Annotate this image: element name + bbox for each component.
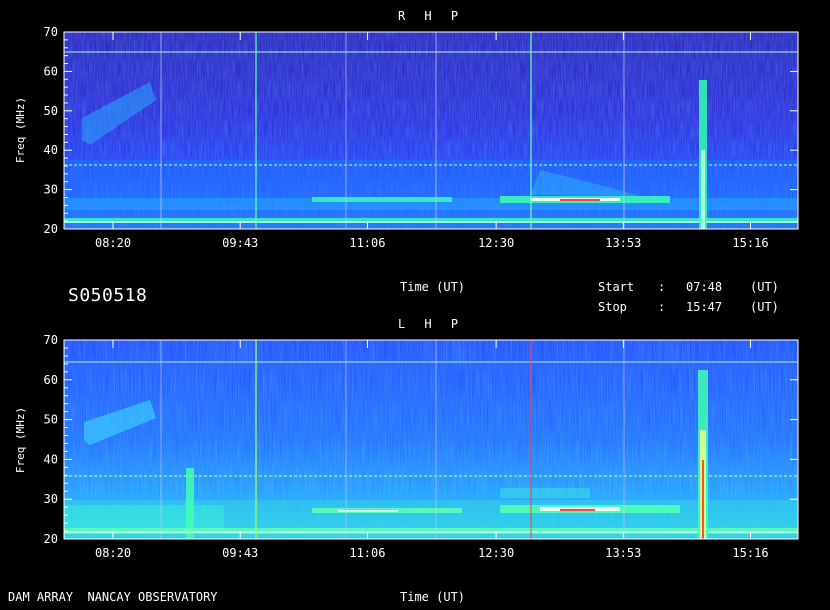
lhp-spectrogram: [64, 340, 798, 539]
x-tick-label: 12:30: [478, 546, 514, 560]
start-label: Start: [598, 280, 635, 294]
x-tick-label: 15:16: [732, 546, 768, 560]
rhp-ylabel: Freq (MHz): [14, 97, 27, 163]
time-axis-label-top: Time (UT): [400, 280, 466, 294]
x-tick-label: 15:16: [732, 236, 768, 250]
x-tick-label: 09:43: [222, 236, 258, 250]
x-tick-label: 13:53: [605, 546, 641, 560]
y-tick-label: 30: [44, 183, 58, 197]
rhp-axis-ticks: 20 30 40 50 60 70 08:20 09:43 11:06 12:30 13:53 15:…: [44, 25, 798, 250]
y-tick-label: 60: [44, 373, 58, 387]
x-tick-label: 11:06: [349, 236, 385, 250]
rhp-title: R H P: [398, 9, 464, 23]
stop-unit: (UT): [750, 300, 779, 314]
start-value: 07:48: [686, 280, 723, 294]
x-tick-label: 08:20: [95, 236, 131, 250]
y-tick-label: 40: [44, 143, 58, 157]
y-tick-label: 60: [44, 64, 58, 78]
y-tick-label: 50: [44, 413, 58, 427]
lhp-ylabel: Freq (MHz): [14, 407, 27, 473]
x-tick-label: 08:20: [95, 546, 131, 560]
stop-colon: :: [658, 300, 666, 314]
stop-value: 15:47: [686, 300, 723, 314]
x-tick-label: 09:43: [222, 546, 258, 560]
session-id: S050518: [68, 285, 148, 306]
start-unit: (UT): [750, 280, 779, 294]
rhp-spectrogram: [64, 32, 798, 229]
lhp-panel: 20 30 40 50 60 70 08:20 09:43 11:06 12:30 13:53 15:…: [14, 317, 799, 560]
x-tick-label: 12:30: [478, 236, 514, 250]
start-colon: :: [658, 280, 666, 294]
lhp-axis-ticks: 20 30 40 50 60 70 08:20 09:43 11:06 12:30 13:53 15:…: [44, 333, 798, 560]
rhp-panel: 20 30 40 50 60 70 08:20 09:43 11:06 12:30 13:53 15:…: [14, 9, 799, 250]
time-axis-label-bottom: Time (UT): [400, 590, 466, 604]
y-tick-label: 30: [44, 492, 58, 506]
y-tick-label: 20: [44, 532, 58, 546]
y-tick-label: 40: [44, 452, 58, 466]
stop-label: Stop: [598, 300, 627, 314]
x-tick-label: 11:06: [349, 546, 385, 560]
x-tick-label: 13:53: [605, 236, 641, 250]
y-tick-label: 20: [44, 222, 58, 236]
y-tick-label: 70: [44, 333, 58, 347]
observatory-label: DAM ARRAY NANCAY OBSERVATORY: [8, 590, 218, 604]
y-tick-label: 70: [44, 25, 58, 39]
lhp-title: L H P: [398, 317, 464, 331]
y-tick-label: 50: [44, 104, 58, 118]
